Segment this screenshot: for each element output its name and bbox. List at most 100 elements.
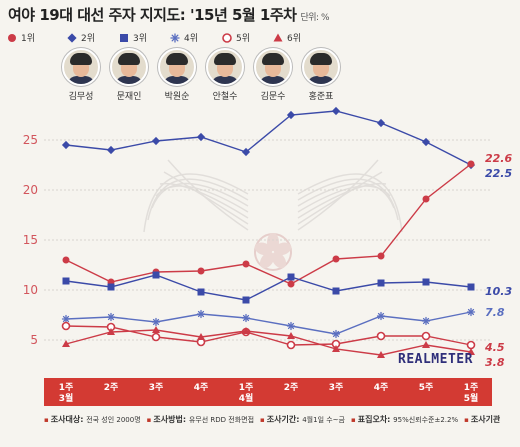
data-point [151, 317, 161, 327]
data-point [286, 321, 296, 331]
legend-marker-square-icon [120, 33, 128, 42]
data-point [152, 271, 160, 279]
x-tick-label: 4주 [193, 383, 209, 393]
footnote-item: ▪ 조사방법: 유무선 RDD 전화면접 [146, 414, 255, 424]
end-value-label: 10.3 [485, 285, 512, 298]
series-line [65, 329, 472, 356]
candidate-photo [110, 48, 148, 86]
y-tick-label: 10 [23, 283, 38, 297]
series-line [65, 163, 472, 285]
data-point [287, 280, 295, 288]
footnote-key: 조사기간: [266, 414, 303, 424]
data-point [332, 345, 340, 352]
data-point [197, 333, 205, 340]
data-point [376, 331, 386, 341]
y-tick-label: 20 [23, 183, 38, 197]
legend-marker [273, 33, 283, 41]
x-tick-label: 1주 5월 [463, 383, 479, 404]
end-value-label: 4.5 [484, 341, 505, 354]
data-point [106, 145, 116, 155]
candidate-photo [206, 48, 244, 86]
footnote-value: 4월1일 수~금 [302, 415, 345, 424]
data-point [62, 256, 70, 264]
candidate-3: 박원순 [154, 48, 200, 102]
series-asterisk: 7.8 [61, 306, 505, 339]
data-point [196, 132, 206, 142]
data-point [152, 326, 160, 333]
series-line [65, 325, 472, 346]
series-triangle: 3.8 [62, 326, 505, 369]
end-value-label: 3.8 [485, 356, 505, 369]
data-point [377, 351, 385, 358]
data-point [61, 314, 71, 324]
candidate-name: 홍준표 [308, 92, 334, 102]
data-point [196, 309, 206, 319]
data-point [62, 340, 70, 347]
legend-item-3: 3위 [118, 31, 147, 44]
data-point [377, 252, 385, 260]
candidate-6: 홍준표 [298, 48, 344, 102]
data-point [331, 329, 341, 339]
phoenix-emblem-icon [143, 159, 403, 271]
data-point [422, 278, 430, 286]
y-tick-label: 5 [30, 333, 38, 347]
x-tick-label: 2주 [283, 383, 299, 393]
chart-title-text: 여야 19대 대선 주자 지지도: '15년 5월 1주차 [8, 6, 297, 24]
candidate-2: 문재인 [106, 48, 152, 102]
data-point [467, 160, 475, 168]
y-tick-label: 25 [23, 133, 38, 147]
legend-label: 1위 [21, 34, 36, 44]
data-point [466, 340, 476, 350]
candidate-photo [158, 48, 196, 86]
data-point [61, 140, 71, 150]
x-tick-label: 4주 [373, 383, 389, 393]
footnote-item: ▪ 표집오차: 95%신뢰수준±2.2% [350, 414, 459, 424]
data-point [376, 118, 386, 128]
footnote-item: ▪조사기관: 리얼미터 [464, 414, 500, 425]
data-point [287, 332, 295, 339]
x-axis-bar [44, 378, 492, 406]
legend-marker-asterisk-icon [170, 32, 180, 43]
candidate-name: 안철수 [212, 92, 238, 102]
series-line [65, 274, 472, 301]
data-point [197, 267, 205, 275]
candidate-name: 문재인 [116, 92, 142, 102]
chart-title: 여야 19대 대선 주자 지지도: '15년 5월 1주차 단위: % [8, 4, 329, 25]
footnote-value: 전국 성인 2000명 [86, 415, 141, 424]
end-value-label: 22.5 [485, 167, 512, 180]
data-point [286, 110, 296, 120]
legend-marker-circle-icon [8, 33, 16, 42]
footnote-item: ▪ 조사대상: 전국 성인 2000명 [44, 414, 141, 424]
legend-item-5: 5위 [221, 31, 250, 44]
legend-marker-triangle-icon [273, 33, 283, 41]
series-open-circle: 4.5 [61, 321, 505, 354]
candidate-photo [254, 48, 292, 86]
y-tick-label: 15 [23, 233, 38, 247]
legend-label: 2위 [81, 34, 96, 44]
data-point [151, 332, 161, 342]
legend-marker [120, 33, 128, 42]
x-tick-label: 3주 [328, 383, 344, 393]
candidate-5: 김문수 [250, 48, 296, 102]
candidate-photo [62, 48, 100, 86]
legend-item-2: 2위 [66, 31, 95, 44]
legend-marker-diamond-icon [67, 32, 77, 43]
footnote-key: 조사대상: [50, 414, 87, 424]
data-point [422, 341, 430, 348]
legend-marker-open-circle-icon [222, 32, 232, 43]
data-point [332, 255, 340, 263]
data-point [287, 273, 295, 281]
data-point [241, 313, 251, 323]
legend-marker [222, 32, 232, 43]
data-point [466, 307, 476, 317]
data-point [421, 331, 431, 341]
candidate-1: 김무성 [58, 48, 104, 102]
data-point [286, 340, 296, 350]
data-point [377, 279, 385, 287]
unit-label: 단위: % [300, 13, 329, 23]
legend-item-4: 4위 [169, 31, 198, 44]
data-point [62, 277, 70, 285]
legend: 1위 2위 3위 4위 5위 6위 [6, 31, 336, 47]
candidate-name: 김무성 [68, 92, 94, 102]
